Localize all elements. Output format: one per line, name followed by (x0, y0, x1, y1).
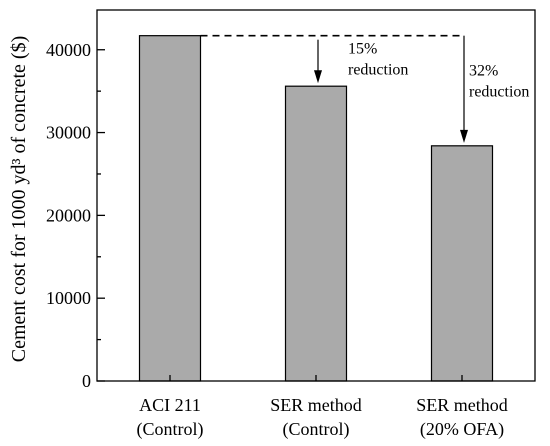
y-tick-label: 10000 (46, 288, 91, 308)
reduction-label: reduction (469, 84, 529, 101)
bar (138, 35, 202, 382)
x-tick-label: (Control) (137, 419, 204, 440)
reduction-label: 15% (348, 41, 377, 58)
x-tick-label: ACI 211 (139, 395, 201, 415)
y-tick-label: 30000 (46, 123, 91, 143)
y-tick-label: 0 (82, 371, 91, 391)
x-tick-label: SER method (270, 395, 362, 415)
arrowhead (460, 129, 468, 143)
bar (284, 85, 348, 382)
y-tick-label: 20000 (46, 205, 91, 225)
y-axis-label: Cement cost for 1000 yd³ of concrete ($) (8, 36, 30, 362)
x-tick-label: SER method (416, 395, 508, 415)
x-tick-label: (20% OFA) (420, 419, 504, 440)
reduction-label: reduction (348, 62, 408, 79)
x-tick-label: (Control) (283, 419, 350, 440)
reduction-label: 32% (469, 63, 498, 80)
bar (430, 145, 494, 382)
arrowhead (314, 70, 322, 84)
y-tick-label: 40000 (46, 40, 91, 60)
